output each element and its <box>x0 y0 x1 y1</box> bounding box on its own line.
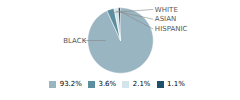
svg-text:BLACK: BLACK <box>63 37 86 45</box>
svg-text:ASIAN: ASIAN <box>155 15 176 23</box>
html-text:3.6%: 3.6% <box>98 80 117 88</box>
html-text:93.2%: 93.2% <box>59 80 82 88</box>
svg-text:HISPANIC: HISPANIC <box>155 25 188 33</box>
html-text:1.1%: 1.1% <box>167 80 185 88</box>
svg-text:WHITE: WHITE <box>155 6 178 14</box>
html-text:2.1%: 2.1% <box>132 80 151 88</box>
